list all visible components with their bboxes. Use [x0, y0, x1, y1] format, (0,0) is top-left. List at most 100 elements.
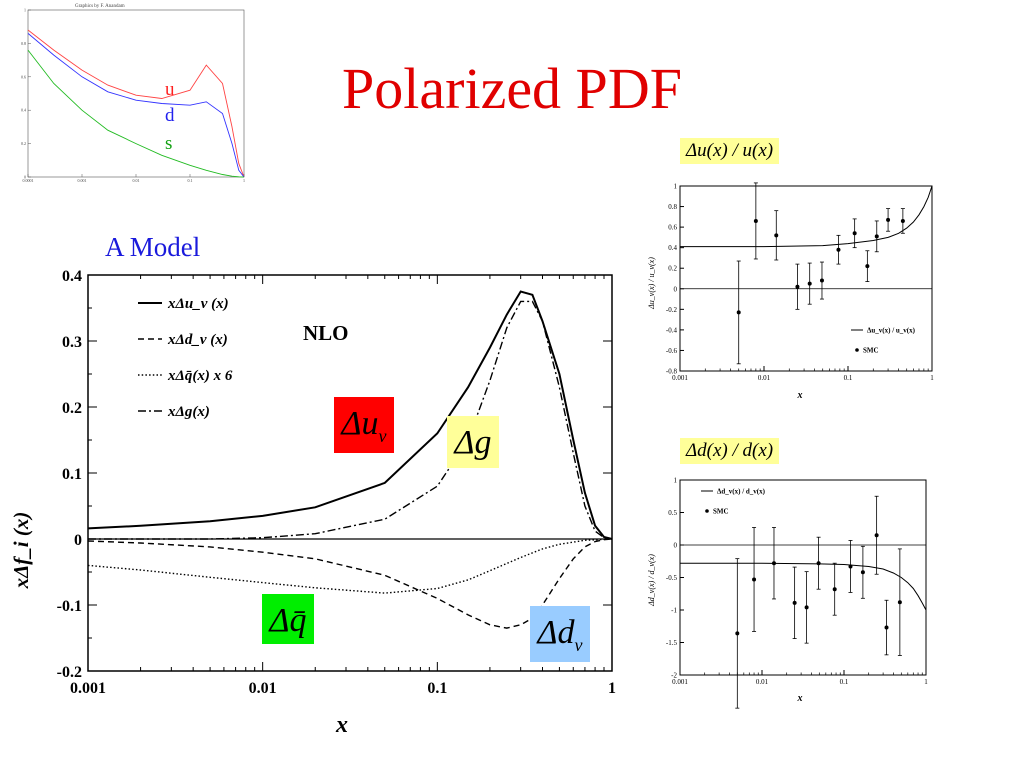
thumb-y-tick-label: 0.2: [21, 141, 26, 146]
ratio-u-x-axis-label: x: [797, 390, 803, 401]
ratio-d-svg-legend-points-swatch: [705, 509, 709, 513]
main-x-axis-label: x: [335, 712, 348, 738]
data-point: [819, 278, 824, 283]
data-point: [795, 284, 800, 289]
data-point: [792, 600, 797, 605]
x-tick-label: 0.01: [758, 374, 771, 382]
legend-entry-3: xΔq̄(x) x 6: [167, 368, 233, 384]
delta-qbar-label-box: Δq̄: [262, 594, 314, 644]
ratio-d-svg-legend-curve: Δd_v(x) / d_v(x): [717, 488, 766, 496]
delta-d-subscript: v: [574, 634, 583, 655]
y-tick-label: 1: [674, 183, 678, 191]
thumb-x-tick-label: 1: [243, 178, 245, 183]
delta-d-label: Δdv: [538, 616, 583, 654]
data-point: [836, 247, 841, 252]
ratio-u-y-axis-label: Δu_v(x) / u_v(x): [647, 257, 656, 310]
y-tick-label: 0.5: [668, 509, 677, 517]
y-tick-label: -2: [671, 672, 677, 680]
main-x-tick-label: 0.1: [427, 680, 447, 697]
main-y-tick-label: 0.4: [62, 268, 82, 285]
y-tick-label: -1.5: [666, 639, 678, 647]
thumb-x-tick-label: 0.01: [133, 178, 140, 183]
data-point: [900, 218, 905, 223]
data-point: [884, 625, 889, 630]
ratio-u-svg-legend-points: SMC: [863, 347, 879, 355]
thumb-label-s: s: [165, 133, 172, 154]
x-tick-label: 0.1: [844, 374, 853, 382]
thumb-x-tick-label: 0.0001: [23, 178, 34, 183]
ratio-u-svg-legend-curve: Δu_v(x) / u_v(x): [867, 327, 916, 335]
delta-u-subscript: v: [378, 425, 387, 446]
y-tick-label: 1: [674, 477, 678, 485]
data-point: [832, 587, 837, 592]
main-y-tick-label: 0: [74, 532, 82, 549]
data-point: [874, 234, 879, 239]
series-line-1: [87, 290, 613, 540]
ratio-d-x-axis-label: x: [797, 693, 803, 704]
main-y-axis-label: xΔf_i (x): [9, 512, 33, 590]
data-point: [848, 564, 853, 569]
ratio-u-chart: Δu_v(x) / u_v(x) x 0.001 0.01 0.1 1 1 0.8 0.6 0…: [647, 183, 934, 402]
y-tick-label: -1: [671, 607, 677, 615]
ratio-d-title: Δd(x) / d(x): [680, 438, 780, 464]
data-point: [736, 310, 741, 315]
thumb-series-s: [27, 49, 245, 178]
main-y-tick-label: -0.1: [57, 598, 82, 615]
main-pdf-chart: NLO xΔf_i (x) x 0.001 0.01 0.1 1 0.4 0.3 0.2 0.…: [9, 268, 616, 738]
x-tick-label: 0.001: [672, 678, 688, 686]
y-tick-label: -0.8: [666, 368, 678, 376]
main-y-tick-label: 0.2: [62, 400, 82, 417]
nlo-annotation: NLO: [303, 321, 349, 345]
data-point: [897, 600, 902, 605]
thumb-y-tick-label: 0.4: [21, 108, 26, 113]
series-line-2: [87, 538, 613, 629]
data-point: [865, 264, 870, 269]
thumb-y-tick-label: 0.6: [21, 74, 26, 79]
legend-entry-2: xΔd_v (x): [167, 332, 228, 348]
thumb-x-tick-label: 0.1: [188, 178, 193, 183]
data-point: [735, 631, 740, 636]
x-tick-label: 0.01: [756, 678, 769, 686]
data-point: [852, 231, 857, 236]
ratio-d-y-axis-label: Δd_v(x) / d_v(x): [647, 554, 656, 607]
y-tick-label: -0.6: [666, 347, 678, 355]
data-point: [886, 217, 891, 222]
ratio-d-svg-legend-points: SMC: [713, 508, 729, 516]
delta-d-text: Δd: [537, 614, 575, 651]
data-point: [774, 233, 779, 238]
delta-u-text: Δu: [341, 405, 379, 442]
x-tick-label: 0.001: [672, 374, 688, 382]
series-line-4: [88, 300, 613, 540]
data-point: [771, 561, 776, 566]
model-label: A Model: [105, 232, 201, 262]
x-tick-label: 0.1: [840, 678, 849, 686]
delta-d-label-box: Δdv: [530, 606, 590, 662]
y-tick-label: 0: [674, 285, 678, 293]
main-y-tick-label: -0.2: [57, 664, 82, 681]
thumb-series-u: [27, 29, 245, 178]
thumbnail-credit: Graphics by F. Anandam: [75, 4, 125, 9]
data-point: [816, 561, 821, 566]
thumb-x-tick-label: 0.001: [78, 178, 87, 183]
ratio-d-svg-model-curve: [680, 562, 927, 611]
delta-g-label: Δg: [454, 424, 492, 461]
delta-u-label-box: Δuv: [334, 397, 394, 453]
ratio-u-title: Δu(x) / u(x): [680, 138, 780, 164]
ratio-u-svg-frame: [679, 185, 933, 372]
data-point: [807, 281, 812, 286]
thumb-label-d: d: [165, 105, 175, 126]
y-tick-label: 0: [674, 542, 678, 550]
x-tick-label: 1: [930, 374, 934, 382]
data-point: [874, 533, 879, 538]
main-y-tick-label: 0.3: [62, 334, 82, 351]
y-tick-label: -0.5: [666, 574, 678, 582]
series-line-3: [87, 538, 613, 594]
ratio-u-svg-legend-points-swatch: [855, 348, 859, 352]
data-point: [753, 218, 758, 223]
data-point: [752, 577, 757, 582]
y-tick-label: 0.6: [668, 224, 677, 232]
y-tick-label: -0.2: [666, 306, 678, 314]
thumb-series-d: [27, 33, 245, 178]
data-point: [860, 570, 865, 575]
thumb-y-tick-label: 0: [24, 175, 26, 180]
